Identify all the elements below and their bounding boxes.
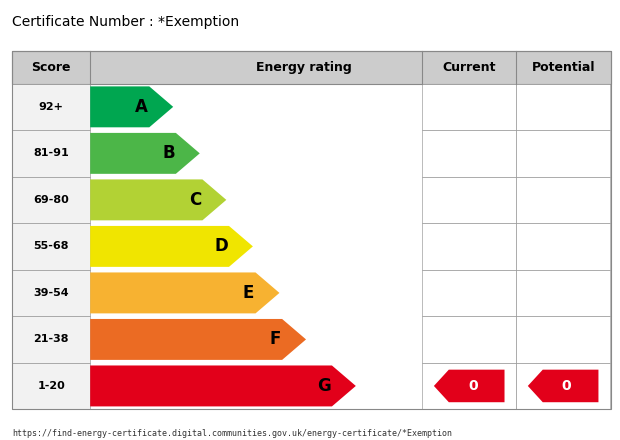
- Text: 1-20: 1-20: [37, 381, 65, 391]
- Polygon shape: [90, 133, 200, 174]
- Polygon shape: [90, 180, 226, 220]
- Bar: [516, 223, 610, 270]
- Bar: [516, 363, 610, 409]
- Bar: [422, 176, 516, 223]
- Bar: [516, 130, 610, 176]
- Bar: [12, 223, 90, 270]
- Text: G: G: [317, 377, 330, 395]
- Bar: [516, 316, 610, 363]
- Bar: [12, 176, 90, 223]
- Polygon shape: [90, 319, 306, 360]
- Polygon shape: [90, 226, 253, 267]
- Bar: [422, 316, 516, 363]
- Bar: [12, 51, 611, 84]
- Text: C: C: [189, 191, 202, 209]
- Bar: [422, 130, 516, 176]
- Text: 92+: 92+: [39, 102, 64, 112]
- Text: 0: 0: [562, 379, 572, 393]
- Bar: [516, 176, 610, 223]
- Bar: [422, 363, 516, 409]
- Bar: [12, 363, 90, 409]
- Bar: [422, 84, 516, 130]
- Text: B: B: [162, 144, 175, 162]
- Text: E: E: [243, 284, 254, 302]
- Text: Energy rating: Energy rating: [256, 61, 352, 73]
- Text: https://find-energy-certificate.digital.communities.gov.uk/energy-certificate/*E: https://find-energy-certificate.digital.…: [12, 429, 453, 438]
- Text: Potential: Potential: [531, 61, 595, 73]
- Bar: [516, 84, 610, 130]
- Text: 39-54: 39-54: [33, 288, 69, 298]
- Polygon shape: [528, 370, 598, 402]
- Text: 0: 0: [468, 379, 477, 393]
- Polygon shape: [90, 86, 173, 127]
- Bar: [422, 270, 516, 316]
- Text: A: A: [135, 98, 148, 116]
- Bar: [516, 270, 610, 316]
- Text: Score: Score: [32, 61, 71, 73]
- Text: 69-80: 69-80: [33, 195, 69, 205]
- Polygon shape: [90, 272, 280, 313]
- Text: F: F: [270, 330, 281, 348]
- Bar: [12, 84, 90, 130]
- Text: 21-38: 21-38: [33, 334, 69, 345]
- Bar: [422, 223, 516, 270]
- Text: Certificate Number : *Exemption: Certificate Number : *Exemption: [12, 15, 239, 29]
- Bar: [12, 316, 90, 363]
- Text: 81-91: 81-91: [33, 148, 69, 158]
- Text: D: D: [214, 238, 228, 255]
- Text: 55-68: 55-68: [33, 242, 69, 251]
- Bar: [12, 270, 90, 316]
- Text: Current: Current: [443, 61, 496, 73]
- Polygon shape: [90, 366, 356, 407]
- Polygon shape: [434, 370, 505, 402]
- Bar: [12, 130, 90, 176]
